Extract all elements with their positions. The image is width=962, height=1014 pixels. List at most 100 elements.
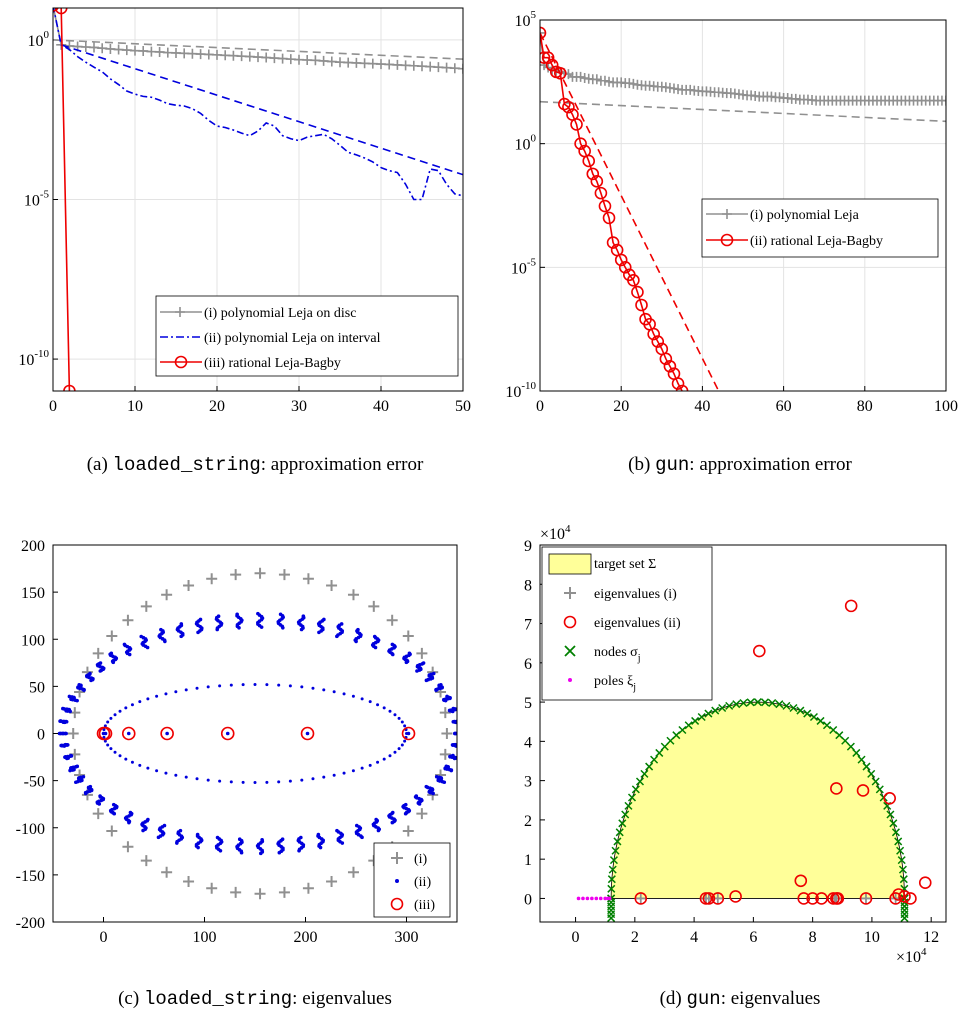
legend-c-i-label: (i) [414,852,428,867]
eigenvalue-ii-marker [109,716,113,720]
eigenvalue-ii-marker [124,757,128,761]
panel-b-approximation-error: 0 20 40 60 80 100 105 100 10-5 10-10 (i) polynomi… [505,9,958,476]
eigenvalue-ii-marker [368,700,372,704]
eigenvalue-i-marker [635,893,646,904]
eigenvalue-ii-marker [62,744,67,748]
eigenvalue-ii-marker [451,706,456,711]
eigenvalue-ii-marker [253,781,257,785]
eigenvalue-ii-marker [159,627,163,632]
eigenvalue-ii-marker [393,713,397,717]
eigenvalue-ii-marker [103,731,108,736]
eigenvalue-ii-marker [155,694,159,698]
x-tick-label: 40 [373,398,389,415]
eigenvalue-ii-marker [898,890,911,903]
circle-marker [663,359,677,373]
node-marker [725,701,734,710]
eigenvalue-ii-marker [60,731,64,736]
node-marker [678,725,687,735]
circle-marker [614,253,628,267]
eigenvalue-ii-marker [406,731,411,736]
node-marker [732,700,741,709]
y-tick-label: 10-5 [24,189,50,210]
eigenvalue-ii-marker [74,780,78,785]
eigenvalue-ii-marker [332,690,336,694]
node-marker [650,755,659,764]
eigenvalue-ii-marker [118,709,122,713]
node-marker [900,914,909,922]
eigenvalue-ii-marker [67,694,72,699]
eigenvalue-ii-marker [431,791,435,796]
series-line [540,32,720,391]
circle-marker [54,8,68,15]
panel-b-axes-box [539,19,947,392]
eigenvalue-i-marker [326,579,338,591]
eigenvalue-ii-marker [458,719,462,723]
legend-d-target-patch [548,553,592,575]
eigenvalue-iii-marker [121,726,136,741]
eigenvalue-ii-marker [634,892,648,905]
panel-c-eigenvalues: 0 100 200 300 200 150 100 50 0 -50 -100 -150 -200 (i… [16,538,464,1010]
circle-marker [602,211,616,225]
eigenvalue-ii-marker [288,684,292,688]
legend-d-nodes-marker [564,645,576,657]
eigenvalue-ii-marker [61,706,65,711]
eigenvalue-ii-marker [859,892,873,905]
legend-d-poles-marker [568,678,572,682]
eigenvalue-ii-marker [68,768,72,773]
node-marker [803,709,812,718]
eigenvalue-i-marker [439,748,451,760]
eigenvalue-ii-marker [702,892,716,905]
eigenvalue-ii-marker [397,747,401,751]
eigenvalue-ii-marker [351,769,355,773]
eigenvalue-ii-marker [83,791,88,796]
eigenvalue-iii-marker [300,726,315,741]
circle-marker [586,167,600,181]
node-marker [607,914,616,922]
legend-b-ii-marker [720,233,734,247]
series-line [58,8,71,391]
eigenvalue-ii-marker [155,769,159,773]
node-marker [609,856,618,865]
eigenvalue-ii-marker [390,642,395,647]
eigenvalue-i-marker [860,893,871,904]
y-tick-label: 100 [515,133,537,154]
eigenvalue-ii-marker [98,661,103,665]
eigenvalue-ii-marker [218,848,223,853]
legend-d-eig-i-label: eigenvalues (i) [594,587,677,602]
eigenvalue-ii-marker [126,731,131,736]
eigenvalue-ii-marker [102,728,106,732]
eigenvalue-ii-marker [174,690,178,694]
eigenvalue-ii-marker [138,700,142,704]
eigenvalue-ii-marker [376,703,380,707]
y-tick-label: 10-5 [511,256,537,277]
eigenvalue-i-marker [161,589,173,601]
y-tick-label: 10-10 [18,348,49,369]
eigenvalue-ii-marker [301,614,306,619]
eigenvalue-iii-marker [220,726,235,741]
eigenvalue-ii-marker [165,731,169,736]
caption-b: (b) gun: approximation error [628,454,852,476]
eigenvalue-ii-marker [460,732,464,736]
pole-marker [598,896,603,901]
node-marker [886,810,895,819]
eigenvalue-ii-marker [904,892,917,905]
series-line [540,100,946,123]
eigenvalue-ii-marker [305,731,310,736]
x-tick-label: 6 [749,929,757,946]
eigenvalue-i-marker [402,630,414,642]
x-tick-label: 60 [776,398,792,415]
eigenvalue-ii-marker [729,890,742,903]
eigenvalue-i-marker [368,600,380,612]
eigenvalue-ii-marker [146,766,150,770]
node-marker [852,748,861,757]
legend-b-i-label: (i) polynomial Leja [750,208,860,223]
y-tick-label: 10-10 [505,380,536,401]
eigenvalue-i-marker [386,614,398,626]
eigenvalue-i-marker [230,886,242,898]
eigenvalue-ii-marker [351,694,355,698]
eigenvalue-ii-marker [403,724,407,728]
node-marker [697,712,706,722]
eigenvalue-ii-marker [360,766,364,770]
node-marker [613,837,622,846]
eigenvalue-ii-marker [322,617,326,622]
